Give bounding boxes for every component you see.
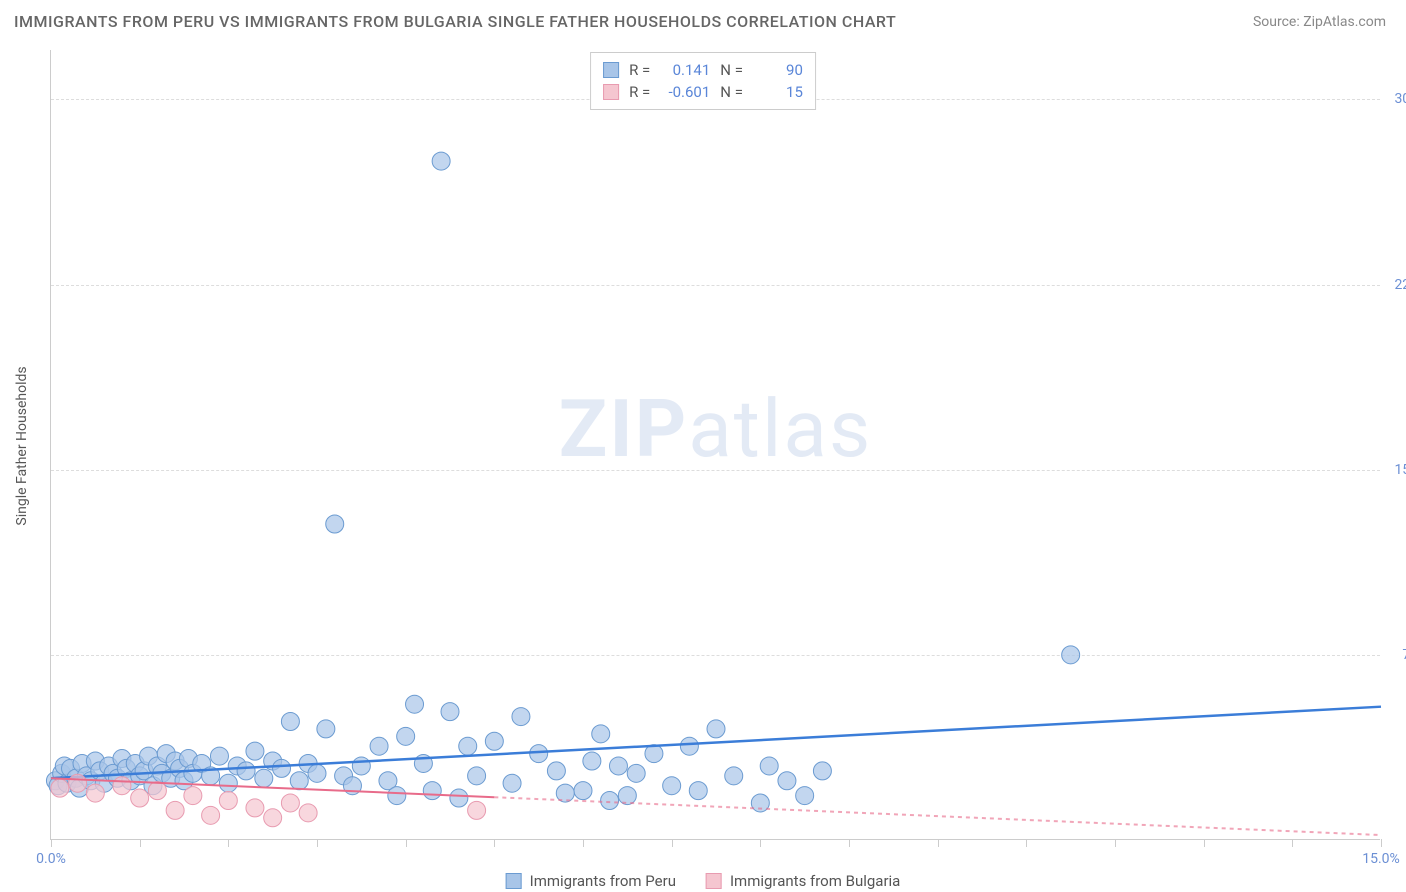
legend-swatch-peru: [506, 873, 522, 889]
data-point: [219, 774, 237, 792]
legend-item: Immigrants from Peru: [506, 872, 676, 890]
data-point: [237, 762, 255, 780]
chart-title: IMMIGRANTS FROM PERU VS IMMIGRANTS FROM …: [14, 12, 896, 31]
legend-stats: R = 0.141 N = 90 R = -0.601 N = 15: [590, 52, 816, 110]
data-point: [281, 713, 299, 731]
data-point: [609, 757, 627, 775]
data-point: [210, 747, 228, 765]
data-point: [131, 789, 149, 807]
data-point: [352, 757, 370, 775]
data-point: [246, 799, 264, 817]
data-point: [86, 784, 104, 802]
data-point: [1062, 646, 1080, 664]
data-point: [281, 794, 299, 812]
data-point: [813, 762, 831, 780]
data-point: [760, 757, 778, 775]
data-point: [778, 772, 796, 790]
x-tick-label: 15.0%: [1362, 851, 1400, 867]
data-point: [441, 703, 459, 721]
data-point: [450, 789, 468, 807]
data-point: [583, 752, 601, 770]
data-point: [423, 782, 441, 800]
legend-stats-row: R = 0.141 N = 90: [603, 59, 803, 81]
data-point: [663, 777, 681, 795]
data-point: [326, 515, 344, 533]
data-point: [574, 782, 592, 800]
data-point: [601, 792, 619, 810]
data-point: [547, 762, 565, 780]
y-tick-label: 30.0%: [1394, 91, 1406, 107]
data-point: [503, 774, 521, 792]
y-tick-label: 7.5%: [1402, 647, 1406, 663]
data-point: [299, 804, 317, 822]
data-point: [689, 782, 707, 800]
data-point: [512, 708, 530, 726]
data-point: [618, 787, 636, 805]
data-point: [148, 782, 166, 800]
y-tick-label: 15.0%: [1394, 462, 1406, 478]
data-point: [202, 806, 220, 824]
data-point: [317, 720, 335, 738]
correlation-chart: IMMIGRANTS FROM PERU VS IMMIGRANTS FROM …: [0, 0, 1406, 892]
data-point: [406, 695, 424, 713]
data-point: [468, 801, 486, 819]
legend-bottom: Immigrants from Peru Immigrants from Bul…: [506, 872, 901, 890]
x-tick-label: 0.0%: [36, 851, 66, 867]
data-point: [725, 767, 743, 785]
data-point: [627, 764, 645, 782]
data-point: [184, 787, 202, 805]
data-point: [397, 727, 415, 745]
data-point: [113, 777, 131, 795]
data-point: [290, 772, 308, 790]
data-point: [680, 737, 698, 755]
y-tick-label: 22.5%: [1394, 277, 1406, 293]
trend-line: [51, 707, 1381, 779]
data-point: [264, 809, 282, 827]
plot-area: ZIPatlas 7.5%15.0%22.5%30.0% 0.0%15.0%: [50, 50, 1380, 840]
data-point: [592, 725, 610, 743]
data-point: [166, 801, 184, 819]
legend-item: Immigrants from Bulgaria: [706, 872, 900, 890]
data-point: [308, 764, 326, 782]
legend-swatch-bulgaria: [706, 873, 722, 889]
data-point: [273, 759, 291, 777]
data-point: [707, 720, 725, 738]
data-point: [432, 152, 450, 170]
data-point: [388, 787, 406, 805]
data-point: [219, 792, 237, 810]
data-point: [468, 767, 486, 785]
data-point: [246, 742, 264, 760]
data-point: [485, 732, 503, 750]
legend-swatch-bulgaria: [603, 84, 619, 100]
data-point: [69, 774, 87, 792]
data-point: [370, 737, 388, 755]
data-point: [796, 787, 814, 805]
data-point: [459, 737, 477, 755]
legend-swatch-peru: [603, 62, 619, 78]
legend-stats-row: R = -0.601 N = 15: [603, 81, 803, 103]
chart-source: Source: ZipAtlas.com: [1253, 14, 1386, 30]
y-axis-label: Single Father Households: [14, 366, 30, 525]
scatter-svg: [51, 50, 1380, 839]
data-point: [51, 779, 69, 797]
data-point: [255, 769, 273, 787]
